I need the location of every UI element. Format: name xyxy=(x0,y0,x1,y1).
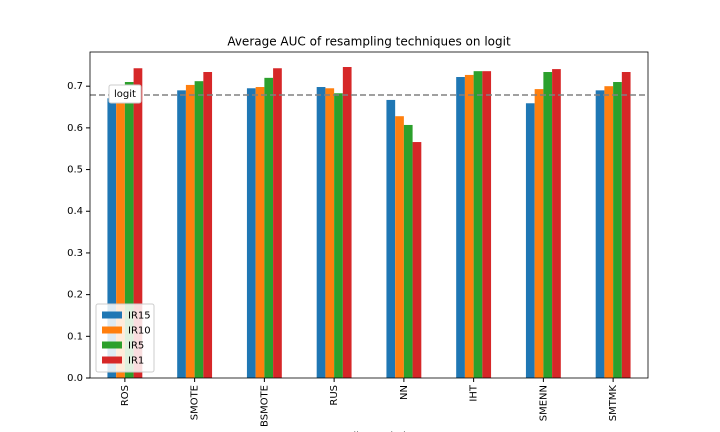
bar xyxy=(621,72,631,379)
bar xyxy=(595,90,605,379)
legend-label: IR10 xyxy=(128,326,151,337)
x-tick-label: RUS xyxy=(329,385,340,406)
legend-swatch xyxy=(102,326,122,334)
bar xyxy=(395,116,404,378)
bar xyxy=(534,89,544,379)
bar xyxy=(482,71,492,379)
y-tick-label: 0.6 xyxy=(67,123,83,134)
bar xyxy=(525,103,535,378)
bar xyxy=(107,98,117,379)
x-tick-label: NN xyxy=(399,385,410,400)
bar xyxy=(412,142,422,378)
bar xyxy=(273,68,282,379)
x-tick-label: IHT xyxy=(469,384,480,401)
bar xyxy=(342,67,352,378)
y-tick-label: 0.7 xyxy=(67,81,83,92)
x-tick-label: BSMOTE xyxy=(259,385,270,427)
legend-label: IR5 xyxy=(128,341,144,352)
plot-frame xyxy=(89,51,649,379)
y-tick-label: 0.5 xyxy=(67,165,83,176)
bar xyxy=(124,82,134,378)
bar xyxy=(246,88,256,378)
bar xyxy=(255,87,265,378)
bar xyxy=(325,88,335,378)
legend-box xyxy=(95,303,155,373)
y-tick-label: 0.1 xyxy=(67,331,83,342)
bar xyxy=(464,74,474,378)
bar xyxy=(185,84,195,378)
y-tick-label: 0.4 xyxy=(67,206,83,217)
y-tick-label: 0.0 xyxy=(67,373,83,384)
legend-label: IR1 xyxy=(128,356,144,367)
chart-title: Average AUC of resampling techniques on … xyxy=(227,35,511,49)
x-tick-label: SMENN xyxy=(538,385,549,421)
x-tick-label: ROS xyxy=(120,385,131,406)
bar xyxy=(456,77,465,378)
bar xyxy=(203,72,213,379)
y-tick-label: 0.3 xyxy=(67,248,83,259)
bar xyxy=(334,93,343,378)
y-tick-label: 0.2 xyxy=(67,290,83,301)
bar xyxy=(316,87,326,378)
bar xyxy=(613,82,622,378)
x-tick-label: SMTMK xyxy=(608,385,619,422)
bar xyxy=(116,102,125,378)
legend-swatch xyxy=(102,311,122,319)
reference-label-box xyxy=(108,84,142,104)
legend-swatch xyxy=(102,356,122,364)
bar xyxy=(386,99,396,379)
reference-label: logit xyxy=(114,89,136,100)
bar xyxy=(194,81,204,379)
bar xyxy=(177,90,186,379)
bar xyxy=(473,71,483,379)
bar xyxy=(133,68,143,379)
bar xyxy=(552,69,561,378)
legend-swatch xyxy=(102,341,122,349)
x-tick-label: SMOTE xyxy=(190,385,201,420)
legend-label: IR15 xyxy=(128,311,151,322)
bar xyxy=(403,124,413,378)
bar xyxy=(604,86,614,378)
bar xyxy=(543,72,553,379)
bar xyxy=(264,77,274,378)
